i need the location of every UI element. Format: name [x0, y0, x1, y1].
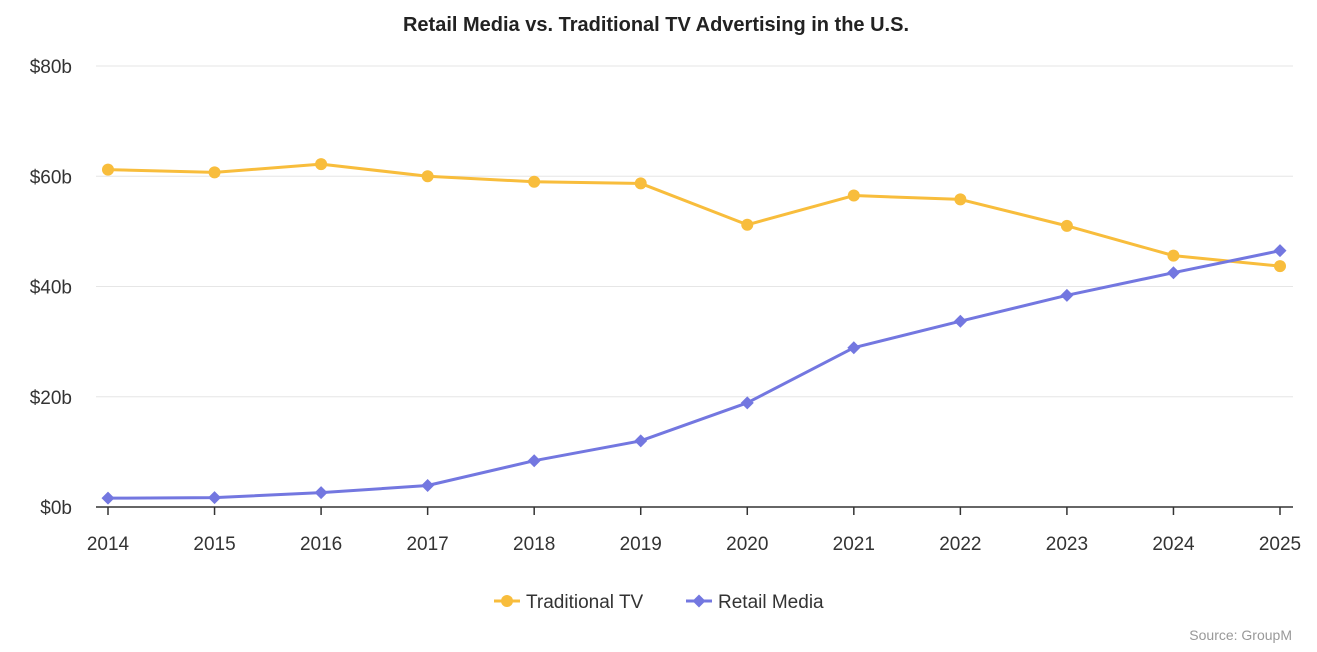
- retail-media-point: [314, 486, 328, 500]
- x-tick-label: 2018: [513, 534, 555, 555]
- retail-media-point: [101, 491, 115, 505]
- legend-retail-media-icon: [692, 594, 706, 608]
- x-tick-label: 2014: [87, 534, 130, 555]
- x-tick-label: 2019: [620, 534, 662, 555]
- y-tick-label: $40b: [30, 278, 72, 299]
- series-group: [101, 158, 1287, 505]
- traditional-tv-point: [1167, 249, 1180, 262]
- traditional-tv-line: [107, 162, 1281, 268]
- retail-media-point: [634, 434, 648, 448]
- x-tick-label: 2020: [726, 534, 768, 555]
- traditional-tv-point: [847, 189, 860, 202]
- retail-media-point: [421, 479, 435, 493]
- x-tick-label: 2016: [300, 534, 342, 555]
- legend-traditional-tv-icon: [501, 595, 513, 607]
- traditional-tv-point: [1274, 260, 1286, 273]
- x-tick-label: 2022: [939, 534, 981, 555]
- y-axis: $0b $20b $40b $60b $80b: [30, 57, 72, 519]
- retail-media-point: [527, 454, 541, 468]
- y-tick-label: $20b: [30, 388, 72, 409]
- x-tick-label: 2025: [1259, 534, 1301, 555]
- retail-media-line: [107, 249, 1281, 500]
- source-note: Source: GroupM: [1189, 627, 1292, 643]
- x-tick-label: 2023: [1046, 534, 1088, 555]
- traditional-tv-point: [208, 166, 221, 179]
- y-tick-label: $0b: [40, 498, 72, 519]
- y-tick-label: $80b: [30, 57, 72, 78]
- legend: Traditional TV Retail Media: [494, 592, 824, 613]
- traditional-tv-point: [1060, 219, 1073, 232]
- retail-media-point: [847, 341, 861, 355]
- traditional-tv-point: [954, 193, 967, 206]
- traditional-tv-point: [421, 170, 434, 183]
- x-tick-label: 2021: [833, 534, 875, 555]
- retail-media-point: [1060, 288, 1074, 302]
- legend-traditional-tv-label: Traditional TV: [526, 592, 644, 613]
- retail-media-point: [1166, 266, 1180, 280]
- traditional-tv-point: [102, 163, 114, 176]
- x-tick-label: 2024: [1152, 534, 1195, 555]
- traditional-tv-point: [634, 177, 647, 190]
- legend-retail-media-label: Retail Media: [718, 592, 824, 613]
- chart-title: Retail Media vs. Traditional TV Advertis…: [403, 14, 909, 36]
- retail-media-point: [953, 314, 967, 328]
- x-axis: 2014 2015 2016 2017 2018 2019 2020 2021 2022 2023…: [87, 507, 1301, 555]
- retail-media-point: [208, 491, 222, 505]
- y-tick-label: $60b: [30, 167, 72, 188]
- traditional-tv-point: [315, 158, 328, 171]
- x-tick-label: 2015: [193, 534, 235, 555]
- traditional-tv-point: [528, 175, 541, 188]
- x-tick-label: 2017: [406, 534, 448, 555]
- traditional-tv-point: [741, 218, 754, 231]
- retail-media-point: [740, 396, 754, 410]
- grid: [96, 65, 1293, 398]
- retail-media-point: [1273, 244, 1287, 258]
